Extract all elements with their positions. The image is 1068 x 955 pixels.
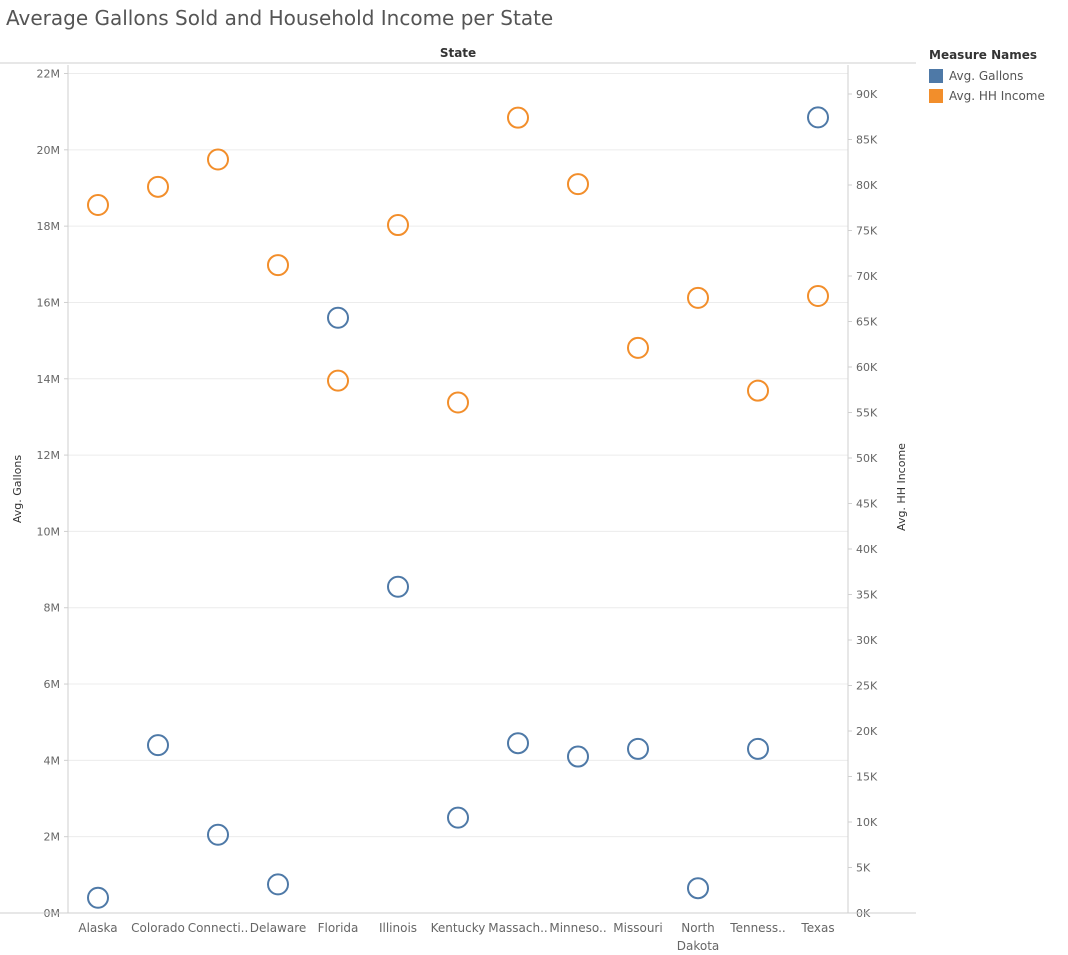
data-point-avg-hh-income: [87, 194, 109, 217]
legend-label-avg-gallons: Avg. Gallons: [949, 69, 1024, 83]
data-point-avg-gallons: [87, 886, 109, 909]
legend-item-avg-gallons[interactable]: Avg. Gallons: [929, 66, 1045, 86]
x-tick-label: Alaska: [78, 921, 117, 935]
x-tick-label: Tenness..: [729, 921, 785, 935]
x-tick-label: North: [681, 921, 715, 935]
right-tick-label: 50K: [856, 452, 878, 465]
left-tick-label: 18M: [37, 220, 61, 233]
right-tick-label: 25K: [856, 680, 878, 693]
right-tick-label: 85K: [856, 134, 878, 147]
data-point-avg-hh-income: [207, 148, 229, 171]
data-point-avg-hh-income: [447, 391, 469, 414]
data-point-avg-hh-income: [507, 106, 529, 129]
data-point-avg-gallons: [507, 732, 529, 755]
data-point-avg-gallons: [807, 106, 829, 129]
left-tick-label: 8M: [44, 602, 61, 615]
data-point-avg-gallons: [147, 734, 169, 757]
right-tick-label: 15K: [856, 771, 878, 784]
data-point-avg-hh-income: [267, 254, 289, 277]
right-tick-label: 20K: [856, 725, 878, 738]
left-tick-label: 10M: [37, 525, 61, 538]
right-tick-label: 55K: [856, 407, 878, 420]
right-tick-label: 5K: [856, 862, 871, 875]
x-tick-label: Massach..: [488, 921, 547, 935]
x-tick-label: Florida: [318, 921, 359, 935]
x-tick-label: Connecti..: [188, 921, 249, 935]
right-tick-label: 70K: [856, 270, 878, 283]
left-tick-label: 6M: [44, 678, 61, 691]
x-tick-label: Delaware: [250, 921, 307, 935]
data-point-avg-hh-income: [627, 336, 649, 359]
legend-item-avg-hh-income[interactable]: Avg. HH Income: [929, 86, 1045, 106]
left-tick-label: 16M: [37, 296, 61, 309]
data-point-avg-hh-income: [747, 379, 769, 402]
legend: Measure Names Avg. Gallons Avg. HH Incom…: [929, 48, 1045, 106]
data-point-avg-gallons: [627, 737, 649, 760]
legend-swatch-avg-gallons: [929, 69, 943, 83]
column-header-state: State: [440, 46, 476, 60]
x-tick-label: Illinois: [379, 921, 417, 935]
data-point-avg-hh-income: [387, 214, 409, 237]
data-point-avg-gallons: [567, 745, 589, 768]
x-tick-label: Kentucky: [431, 921, 486, 935]
data-point-avg-hh-income: [147, 175, 169, 198]
data-point-avg-gallons: [267, 873, 289, 896]
data-point-avg-gallons: [327, 306, 349, 329]
x-tick-label: Colorado: [131, 921, 185, 935]
right-tick-label: 65K: [856, 316, 878, 329]
legend-title: Measure Names: [929, 48, 1038, 62]
legend-swatch-avg-hh-income: [929, 89, 943, 103]
data-point-avg-gallons: [447, 806, 469, 829]
right-tick-label: 30K: [856, 634, 878, 647]
right-tick-label: 40K: [856, 543, 878, 556]
chart-plot: State0M2M4M6M8M10M12M14M16M18M20M22M0K5K…: [0, 46, 916, 953]
right-tick-label: 35K: [856, 589, 878, 602]
x-tick-label: Minneso..: [549, 921, 606, 935]
data-point-avg-hh-income: [567, 173, 589, 196]
data-point-avg-hh-income: [327, 369, 349, 392]
data-point-avg-gallons: [747, 737, 769, 760]
right-tick-label: 75K: [856, 225, 878, 238]
x-tick-label: Missouri: [613, 921, 662, 935]
left-tick-label: 2M: [44, 831, 61, 844]
chart-title: Average Gallons Sold and Household Incom…: [6, 6, 554, 30]
legend-label-avg-hh-income: Avg. HH Income: [949, 89, 1045, 103]
data-point-avg-hh-income: [687, 286, 709, 309]
left-tick-label: 20M: [37, 144, 61, 157]
left-tick-label: 4M: [44, 754, 61, 767]
x-tick-label: Texas: [800, 921, 834, 935]
right-axis-title: Avg. HH Income: [895, 443, 908, 531]
left-axis-title: Avg. Gallons: [11, 455, 24, 523]
right-tick-label: 90K: [856, 88, 878, 101]
data-point-avg-gallons: [207, 823, 229, 846]
data-point-avg-hh-income: [807, 285, 829, 308]
right-tick-label: 80K: [856, 179, 878, 192]
x-tick-label: Dakota: [677, 939, 720, 953]
right-tick-label: 45K: [856, 498, 878, 511]
left-tick-label: 22M: [37, 68, 61, 81]
data-point-avg-gallons: [687, 877, 709, 900]
right-tick-label: 60K: [856, 361, 878, 374]
left-tick-label: 12M: [37, 449, 61, 462]
left-tick-label: 14M: [37, 373, 61, 386]
right-tick-label: 10K: [856, 816, 878, 829]
data-point-avg-gallons: [387, 575, 409, 598]
